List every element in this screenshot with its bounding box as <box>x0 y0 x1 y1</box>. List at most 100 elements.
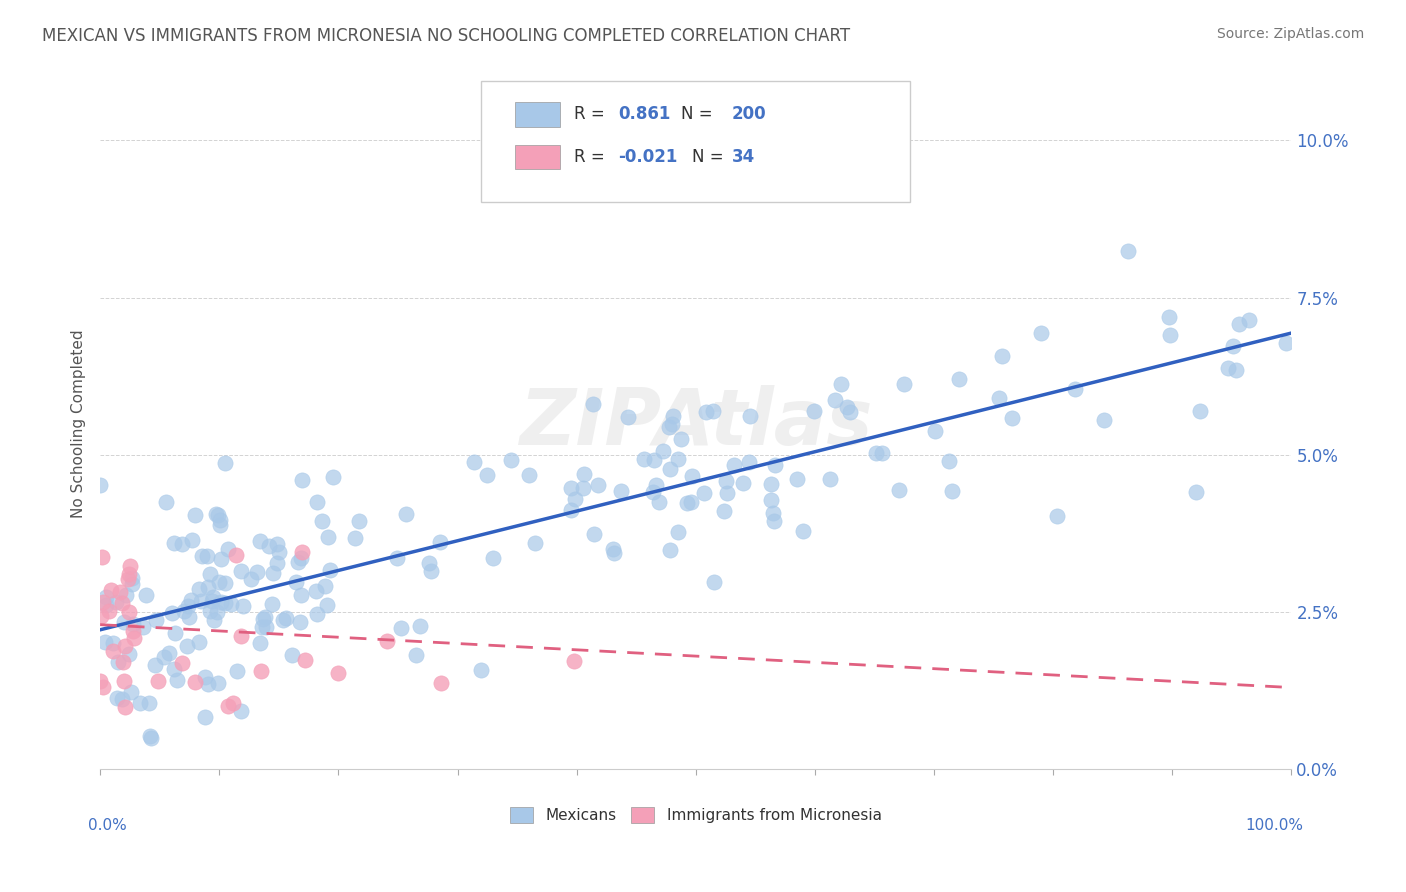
Point <box>1237 312 1260 326</box>
FancyBboxPatch shape <box>481 81 910 202</box>
Point <box>418 556 440 570</box>
Point <box>499 453 522 467</box>
Point <box>991 349 1014 363</box>
Point <box>714 474 737 488</box>
Point <box>190 593 212 607</box>
Point <box>315 599 337 613</box>
Point <box>395 507 418 521</box>
Point <box>924 425 946 439</box>
Point <box>564 491 586 506</box>
Point <box>214 456 236 470</box>
Point <box>616 410 638 425</box>
Point <box>291 473 314 487</box>
Point <box>669 432 692 446</box>
Point <box>280 648 302 662</box>
Legend: Mexicans, Immigrants from Micronesia: Mexicans, Immigrants from Micronesia <box>502 799 889 830</box>
Point <box>603 546 626 560</box>
Point <box>824 393 846 408</box>
Point <box>870 445 893 459</box>
Point <box>153 649 176 664</box>
Point <box>139 731 162 745</box>
Point <box>118 559 141 574</box>
Point <box>89 673 111 688</box>
Point <box>588 478 610 492</box>
Point <box>1116 244 1139 259</box>
Text: R =: R = <box>574 148 610 166</box>
Point <box>582 526 605 541</box>
Point <box>662 409 685 424</box>
Point <box>517 468 540 483</box>
Point <box>145 613 167 627</box>
Point <box>177 599 200 613</box>
Point <box>762 506 785 520</box>
Point <box>420 564 443 578</box>
Point <box>146 673 169 688</box>
Point <box>121 577 143 591</box>
Point <box>271 613 294 627</box>
Point <box>305 584 328 599</box>
Point <box>266 556 288 570</box>
Point <box>111 655 134 669</box>
Point <box>114 699 136 714</box>
Point <box>217 542 239 557</box>
Point <box>114 588 136 602</box>
Point <box>101 644 124 658</box>
Point <box>197 677 219 691</box>
Point <box>240 572 263 586</box>
Point <box>250 665 273 679</box>
Point <box>163 662 186 676</box>
Point <box>208 574 231 589</box>
Point <box>319 563 342 577</box>
Point <box>121 571 143 585</box>
Point <box>1275 336 1298 351</box>
Point <box>173 604 195 618</box>
Point <box>676 496 699 510</box>
Point <box>160 606 183 620</box>
Point <box>377 634 399 648</box>
Point <box>1222 339 1244 353</box>
Point <box>105 690 128 705</box>
Point <box>648 495 671 509</box>
Point <box>267 545 290 559</box>
Point <box>1189 404 1212 418</box>
Point <box>214 575 236 590</box>
Point <box>90 549 112 564</box>
Point <box>681 495 703 509</box>
Point <box>122 631 145 645</box>
Point <box>322 470 344 484</box>
Point <box>107 655 129 669</box>
Point <box>194 709 217 723</box>
Point <box>252 612 274 626</box>
Point <box>574 467 596 481</box>
Point <box>723 458 745 472</box>
Point <box>232 599 254 614</box>
Point <box>172 656 194 670</box>
Point <box>713 504 735 518</box>
Point <box>305 607 328 622</box>
Point <box>180 593 202 607</box>
Point <box>738 455 761 469</box>
Point <box>311 514 333 528</box>
Point <box>523 536 546 550</box>
Point <box>254 620 277 634</box>
Point <box>94 598 117 612</box>
Point <box>249 636 271 650</box>
Point <box>763 458 786 472</box>
Point <box>188 635 211 649</box>
Point <box>163 626 186 640</box>
Point <box>645 478 668 492</box>
Point <box>221 696 243 710</box>
Point <box>155 495 177 509</box>
Point <box>257 539 280 553</box>
Point <box>633 452 655 467</box>
Point <box>830 377 852 392</box>
Point <box>135 588 157 602</box>
Text: R =: R = <box>574 105 610 123</box>
Point <box>1046 509 1069 524</box>
Point <box>344 532 367 546</box>
Point <box>91 680 114 694</box>
Point <box>90 609 112 624</box>
Point <box>837 400 859 414</box>
Point <box>231 564 253 578</box>
Point <box>208 517 231 532</box>
